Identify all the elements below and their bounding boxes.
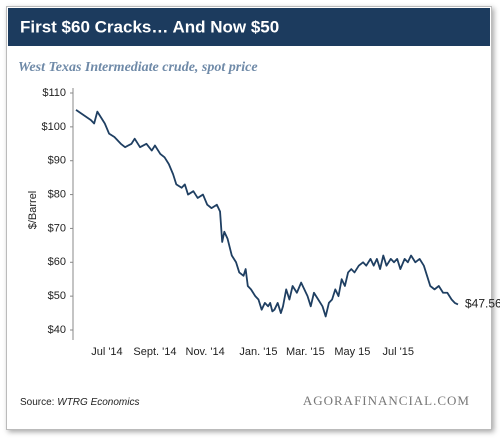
y-tick-label: $50 [48, 290, 66, 302]
y-tick-label: $100 [42, 121, 66, 133]
chart-subtitle: West Texas Intermediate crude, spot pric… [18, 60, 258, 75]
y-tick-label: $40 [48, 324, 66, 336]
y-tick-label: $90 [48, 155, 66, 167]
title-bar [8, 8, 490, 46]
chart-title: First $60 Cracks… And Now $50 [20, 17, 279, 36]
source-name: WTRG Economics [57, 397, 139, 408]
x-tick-label: May 15 [334, 346, 370, 358]
end-value-label: $47.56 [465, 297, 500, 311]
x-tick-label: Nov. '14 [186, 346, 225, 358]
source: Source: WTRG Economics [20, 397, 139, 408]
price-line [75, 109, 459, 318]
x-tick-label: Jul '15 [383, 346, 414, 358]
y-axis-label: $/Barrel [27, 191, 39, 230]
chart-frame [6, 6, 492, 430]
x-tick-label: Jul '14 [91, 346, 122, 358]
y-tick-label: $110 [42, 87, 66, 99]
x-tick-label: Sept. '14 [133, 346, 176, 358]
x-tick-label: Jan. '15 [239, 346, 277, 358]
x-tick-label: Mar. '15 [286, 346, 325, 358]
y-tick-label: $60 [48, 256, 66, 268]
y-tick-label: $70 [48, 222, 66, 234]
watermark: AGORAFINANCIAL.COM [303, 393, 470, 408]
source-label: Source: [20, 397, 54, 408]
y-tick-label: $80 [48, 188, 66, 200]
